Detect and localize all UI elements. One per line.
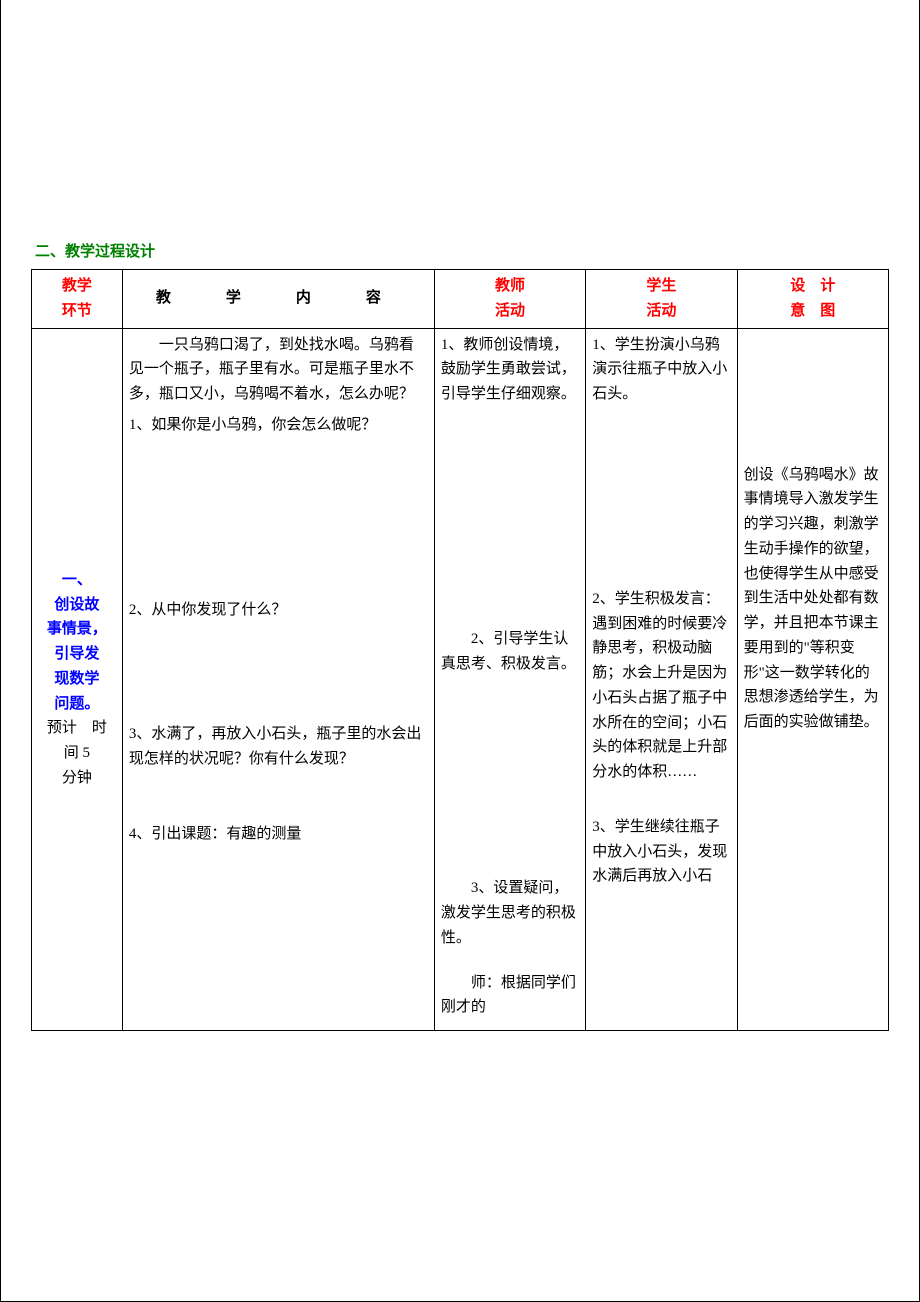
intent-spacer [744, 333, 882, 463]
stage-time-line: 预计 时 [47, 720, 107, 736]
content-intro: 一只乌鸦口渴了，到处找水喝。乌鸦看见一个瓶子，瓶子里有水。可是瓶子里水不多，瓶口… [129, 333, 428, 407]
stage-title-line: 现数学 [38, 667, 116, 692]
header-content: 教 学 内 容 [122, 270, 434, 329]
intent-cell: 创设《乌鸦喝水》故事情境导入激发学生的学习兴趣，刺激学生动手操作的欲望，也使得学… [737, 328, 888, 1031]
header-intent: 设 计 意 图 [737, 270, 888, 329]
teacher-cell: 1、教师创设情境，鼓励学生勇敢尝试，引导学生仔细观察。 2、引导学生认真思考、积… [434, 328, 585, 1031]
header-teacher: 教师 活动 [434, 270, 585, 329]
content-q1: 1、如果你是小乌鸦，你会怎么做呢？ [129, 413, 428, 438]
stage-title-line: 事情景， [38, 617, 116, 642]
document-page: 二、教学过程设计 教学 环节 教 学 内 容 教师 活动 学生 活动 [0, 0, 920, 1302]
teacher-activity: 2、引导学生认真思考、积极发言。 [441, 627, 579, 677]
header-text: 设 计 [790, 278, 835, 294]
header-text: 教 学 内 容 [156, 290, 401, 306]
stage-number: 一、 [38, 568, 116, 593]
table-row: 一、 创设故 事情景， 引导发 现数学 问题。 预计 时 间 5 分钟 一只乌鸦… [32, 328, 889, 1031]
section-title: 二、教学过程设计 [31, 240, 889, 261]
lesson-plan-table: 教学 环节 教 学 内 容 教师 活动 学生 活动 设 计 意 图 一、 [31, 269, 889, 1031]
content-q2: 2、从中你发现了什么？ [129, 598, 428, 623]
header-text: 环节 [62, 303, 92, 319]
stage-cell: 一、 创设故 事情景， 引导发 现数学 问题。 预计 时 间 5 分钟 [32, 328, 123, 1031]
student-cell: 1、学生扮演小乌鸦演示往瓶子中放入小石头。 2、学生积极发言：遇到困难的时候要冷… [586, 328, 737, 1031]
header-stage: 教学 环节 [32, 270, 123, 329]
header-text: 活动 [646, 303, 676, 319]
student-activity: 3、学生继续往瓶子中放入小石头，发现水满后再放入小石 [592, 815, 730, 889]
stage-time-line: 间 5 [64, 745, 90, 761]
content-cell: 一只乌鸦口渴了，到处找水喝。乌鸦看见一个瓶子，瓶子里有水。可是瓶子里水不多，瓶口… [122, 328, 434, 1031]
header-text: 教师 [495, 278, 525, 294]
header-text: 学生 [646, 278, 676, 294]
stage-time-line: 分钟 [62, 770, 92, 786]
header-text: 意 图 [790, 303, 835, 319]
stage-title-line: 创设故 [38, 593, 116, 618]
student-activity: 2、学生积极发言：遇到困难的时候要冷静思考，积极动脑筋；水会上升是因为小石头占据… [592, 587, 730, 785]
top-spacer [31, 60, 889, 240]
header-student: 学生 活动 [586, 270, 737, 329]
content-q4: 4、引出课题：有趣的测量 [129, 822, 428, 847]
design-intent: 创设《乌鸦喝水》故事情境导入激发学生的学习兴趣，刺激学生动手操作的欲望，也使得学… [744, 463, 882, 735]
header-text: 活动 [495, 303, 525, 319]
teacher-activity: 师：根据同学们刚才的 [441, 971, 579, 1021]
stage-title-line: 问题。 [38, 692, 116, 717]
teacher-activity: 1、教师创设情境，鼓励学生勇敢尝试，引导学生仔细观察。 [441, 333, 579, 407]
header-text: 教学 [62, 278, 92, 294]
table-header-row: 教学 环节 教 学 内 容 教师 活动 学生 活动 设 计 意 图 [32, 270, 889, 329]
teacher-activity: 3、设置疑问，激发学生思考的积极性。 [441, 876, 579, 950]
content-q3: 3、水满了，再放入小石头，瓶子里的水会出现怎样的状况呢？你有什么发现？ [129, 722, 428, 772]
stage-title-line: 引导发 [38, 642, 116, 667]
student-activity: 1、学生扮演小乌鸦演示往瓶子中放入小石头。 [592, 333, 730, 407]
